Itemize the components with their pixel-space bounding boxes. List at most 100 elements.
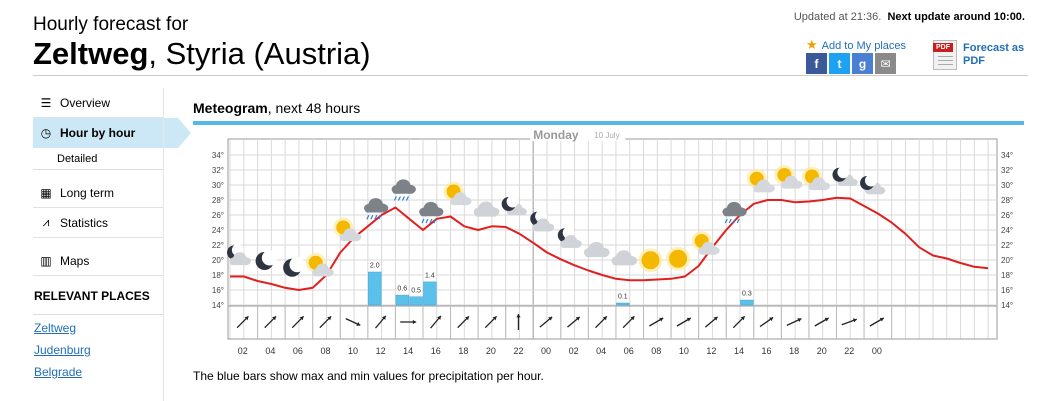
sidebar: ☰ Overview ◷ Hour by hour Detailed ▦ Long t… [33,88,191,381]
place-link-belgrade[interactable]: Belgrade [34,365,83,379]
list-icon: ☰ [40,95,52,110]
pdf-line [938,64,953,65]
day-label-bg [530,129,626,141]
facebook-icon[interactable]: f [806,53,827,74]
sun-cloud-icon [801,166,830,191]
chart-icon: ⩘ [42,215,50,229]
precipitation-label-bg [423,270,436,279]
x-tick-label: 12 [706,346,716,356]
sun-cloud-icon [691,231,720,255]
calendar-icon: ▦ [40,185,52,200]
x-tick-label: 10 [679,346,689,356]
pdf-tag: PDF [933,43,953,52]
wind-arrow-head [575,316,580,321]
pdf-icon[interactable]: PDF [933,40,957,70]
x-tick-label: 22 [844,346,854,356]
cloud-moon-icon [557,226,582,248]
y-tick-label-right: 20° [1001,256,1013,265]
sidebar-item-maps[interactable]: ▥ Maps [33,246,164,276]
sun-icon [638,248,663,273]
wind-arrow-head [381,315,386,320]
wind-arrow-head [356,322,361,326]
wind-arrow-head [327,316,332,321]
wind-arrow-head [602,316,607,321]
city-name: Zeltweg [33,36,149,71]
wind-arrow-head [244,316,249,321]
y-tick-label-left: 34° [212,151,224,160]
moon-icon [255,250,278,270]
sun-cloud-icon [443,181,472,206]
wind-arrow-head [465,316,469,321]
x-tick-label: 00 [541,346,551,356]
precipitation-label: 0.6 [397,286,407,293]
sun-cloud-icon [774,165,803,189]
y-tick-label-right: 30° [1001,181,1013,190]
x-tick-label: 08 [320,346,330,356]
sidebar-item-detailed[interactable]: Detailed [33,148,164,170]
pdf-line [938,60,953,61]
sun-icon [666,246,691,271]
place-link-zeltweg[interactable]: Zeltweg [34,321,77,335]
precipitation-label: 0.1 [618,294,628,301]
y-tick-label-right: 34° [1001,151,1013,160]
add-to-places-label: Add to My places [821,40,907,52]
add-to-places-link[interactable]: ★ Add to My places [806,37,906,53]
pdf-link[interactable]: Forecast as PDF [963,42,1024,68]
sidebar-item-label: Statistics [60,215,109,230]
sidebar-item-label: Overview [60,95,111,110]
place-link-judenburg[interactable]: Judenburg [34,343,91,357]
meteogram-title-bold: Meteogram [193,100,268,116]
y-tick-label-right: 32° [1001,166,1013,175]
sidebar-item-hour-by-hour[interactable]: ◷ Hour by hour [33,118,191,148]
sidebar-item-statistics[interactable]: ⩘ Statistics [33,208,164,238]
rain-cloud-icon [364,198,389,220]
x-tick-label: 14 [734,346,744,356]
updated-time: Updated at 21:36. [793,11,882,23]
x-tick-label: 12 [376,346,386,356]
x-tick-label: 18 [458,346,468,356]
x-tick-label: 16 [762,346,772,356]
precipitation-label: 2.0 [370,263,380,270]
wind-arrow-head [272,316,277,321]
pdf-label-1: Forecast as [963,42,1025,54]
x-tick-label: 00 [872,346,882,356]
rain-cloud-icon [419,201,444,224]
y-tick-label-right: 16° [1001,286,1013,295]
sidebar-divider [163,88,164,401]
temperature-line [230,196,989,291]
google-plus-icon[interactable]: g [852,53,873,74]
moon-cloud-icon [860,174,886,195]
sun-cloud-icon [746,168,775,193]
precipitation-bar [616,302,630,306]
x-tick-label: 06 [624,346,634,356]
y-tick-label-right: 24° [1001,226,1013,235]
sidebar-item-long-term[interactable]: ▦ Long term [33,178,164,208]
y-tick-label-right: 14° [1001,301,1013,310]
precipitation-label-bg [368,261,381,269]
x-tick-label: 20 [817,346,827,356]
sun-cloud-icon [305,252,334,277]
wind-arrow-head [630,316,635,321]
y-tick-label-right: 26° [1001,211,1013,220]
x-tick-label: 20 [486,346,496,356]
pdf-label-2: PDF [963,55,985,67]
twitter-icon[interactable]: t [829,53,850,74]
sidebar-item-overview[interactable]: ☰ Overview [33,88,164,118]
sidebar-item-label: Long term [60,185,115,200]
precipitation-label: 0.5 [411,287,421,294]
email-icon[interactable]: ✉ [875,53,896,74]
y-tick-label-left: 30° [212,181,224,190]
y-tick-label-left: 28° [212,196,224,205]
page-title: Zeltweg, Styria (Austria) [33,36,371,72]
y-tick-label-right: 18° [1001,271,1013,280]
wind-arrow-head [492,316,497,321]
x-tick-label: 04 [265,346,275,356]
y-tick-label-left: 18° [212,271,224,280]
precipitation-label: 1.4 [425,272,435,279]
sidebar-item-label: Maps [60,253,90,268]
wind-arrow-head [686,317,691,322]
precipitation-bar [395,294,409,306]
wind-arrow-head [516,314,521,318]
precipitation-bar [409,296,423,306]
